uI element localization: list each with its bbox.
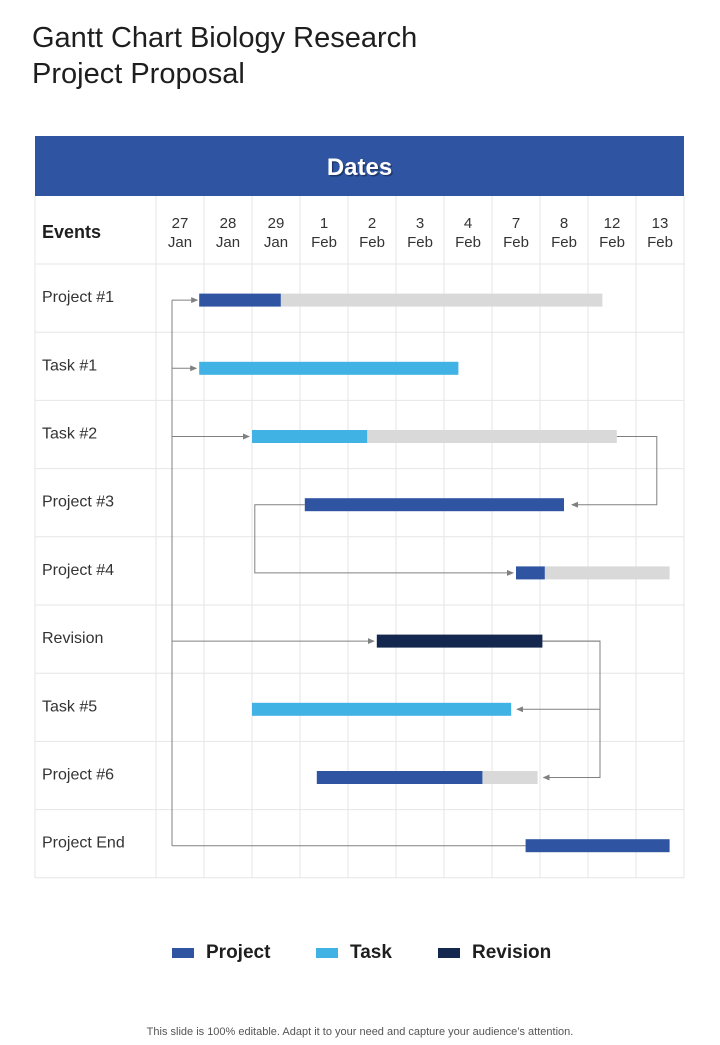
page-title-line2: Project Proposal <box>32 58 245 90</box>
date-day-label: 1 <box>320 215 328 232</box>
event-label: Project End <box>42 835 125 852</box>
legend-item-revision: Revision <box>438 938 551 968</box>
gantt-bar-project <box>304 498 564 512</box>
gantt-bar-project <box>525 839 670 853</box>
footer-note: This slide is 100% editable. Adapt it to… <box>146 1026 574 1038</box>
event-label: Task #5 <box>42 698 97 715</box>
date-month-label: Feb <box>407 234 433 251</box>
gantt-bar-remaining <box>482 771 538 784</box>
date-day-label: 2 <box>368 215 376 232</box>
date-day-label: 3 <box>416 215 424 232</box>
events-header: Events <box>42 222 101 242</box>
legend-swatch-project <box>172 948 194 958</box>
gantt-bar-remaining <box>280 293 603 307</box>
legend-label-task: Task <box>350 942 392 963</box>
gantt-bar-project <box>516 566 545 580</box>
event-label: Project #3 <box>42 494 114 511</box>
date-month-label: Jan <box>216 234 240 251</box>
date-month-label: Jan <box>264 234 288 251</box>
date-month-label: Feb <box>551 234 577 251</box>
date-day-label: 13 <box>652 215 669 232</box>
legend-item-project: Project <box>172 938 270 968</box>
gantt-bar-task <box>252 430 368 443</box>
page-title: Gantt Chart Biology Research Project Pro… <box>32 20 552 92</box>
date-month-label: Feb <box>599 234 625 251</box>
legend-label-project: Project <box>206 942 271 963</box>
date-day-label: 27 <box>172 215 189 232</box>
dependency-arrow <box>254 504 514 576</box>
gantt-bar-revision <box>376 634 543 648</box>
date-day-label: 4 <box>464 215 472 232</box>
event-label: Task #2 <box>42 426 97 443</box>
event-label: Project #6 <box>42 767 114 784</box>
gantt-bar-task <box>252 702 512 716</box>
dependency-arrow <box>571 436 658 508</box>
date-day-label: 7 <box>512 215 520 232</box>
legend: Project Task Revision <box>0 938 720 968</box>
date-month-label: Feb <box>647 234 673 251</box>
dates-header-label: Dates <box>327 154 392 181</box>
gantt-bar-task <box>199 361 459 375</box>
dates-header <box>35 136 684 196</box>
gantt-bar-remaining <box>544 566 670 580</box>
date-month-label: Feb <box>503 234 529 251</box>
gantt-bar-project <box>199 293 281 307</box>
legend-swatch-task <box>316 948 338 958</box>
date-month-label: Feb <box>359 234 385 251</box>
date-day-label: 12 <box>604 215 621 232</box>
event-label: Project #4 <box>42 562 114 579</box>
date-day-label: 28 <box>220 215 237 232</box>
dependency-arrow <box>542 640 601 781</box>
legend-label-revision: Revision <box>472 942 552 963</box>
page-title-line1: Gantt Chart Biology Research <box>32 22 418 54</box>
date-day-label: 8 <box>560 215 568 232</box>
legend-item-task: Task <box>316 938 392 968</box>
gantt-bar-remaining <box>367 430 617 443</box>
gantt-bar-project <box>316 771 483 784</box>
dates-header-shadow: Dates <box>328 156 393 183</box>
date-month-label: Feb <box>311 234 337 251</box>
event-label: Task #1 <box>42 357 97 374</box>
event-label: Revision <box>42 630 103 647</box>
date-month-label: Feb <box>455 234 481 251</box>
date-day-label: 29 <box>268 215 285 232</box>
date-month-label: Jan <box>168 234 192 251</box>
event-label: Project #1 <box>42 289 114 306</box>
legend-swatch-revision <box>438 948 460 958</box>
